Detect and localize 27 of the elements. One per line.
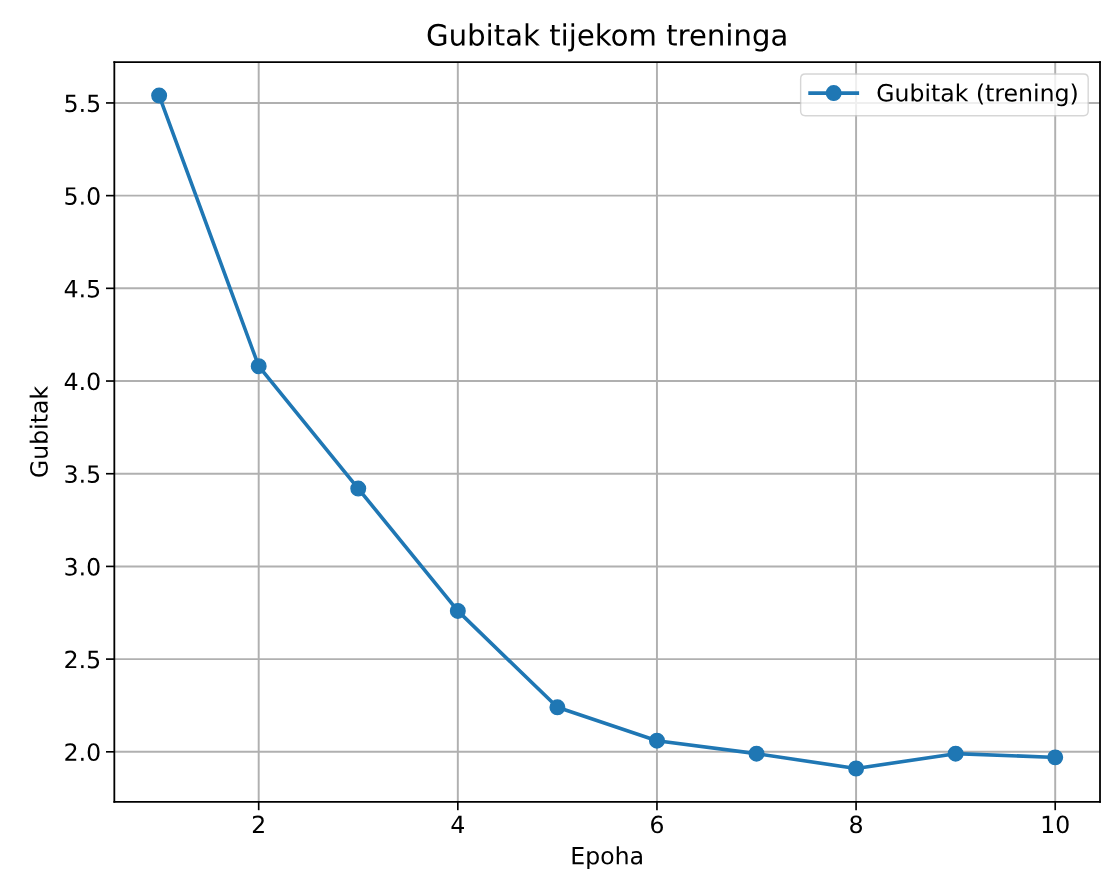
y-tick-label: 5.0 [65,187,100,205]
y-tick-label: 2.5 [65,650,100,669]
point [151,87,168,104]
x-tick-label: 10 [1042,815,1069,834]
point [848,760,865,777]
point [1047,749,1064,766]
chart-title: Gubitak tijekom treninga [427,23,786,52]
y-tick-label: 3.0 [65,557,100,576]
legend-label: Gubitak (trening) [877,83,1077,107]
x-axis-title: Epoha [572,846,642,870]
point [350,480,367,497]
point [648,732,665,749]
y-axis-title: Gubitak [29,385,48,477]
point [250,358,267,375]
point [748,745,765,762]
y-tick-label: 4.5 [64,280,100,298]
y-tick-label: 5.5 [65,94,100,113]
x-tick-label: 2 [252,815,264,833]
y-tick-label: 4.0 [64,372,100,391]
x-tick-label: 6 [651,815,663,834]
y-tick-label: 2.0 [65,743,100,762]
point [449,602,466,619]
y-tick-label: 3.5 [65,465,100,484]
x-tick-label: 8 [850,815,862,834]
point [947,745,964,762]
x-tick-label: 4 [451,815,465,833]
point [549,699,566,716]
